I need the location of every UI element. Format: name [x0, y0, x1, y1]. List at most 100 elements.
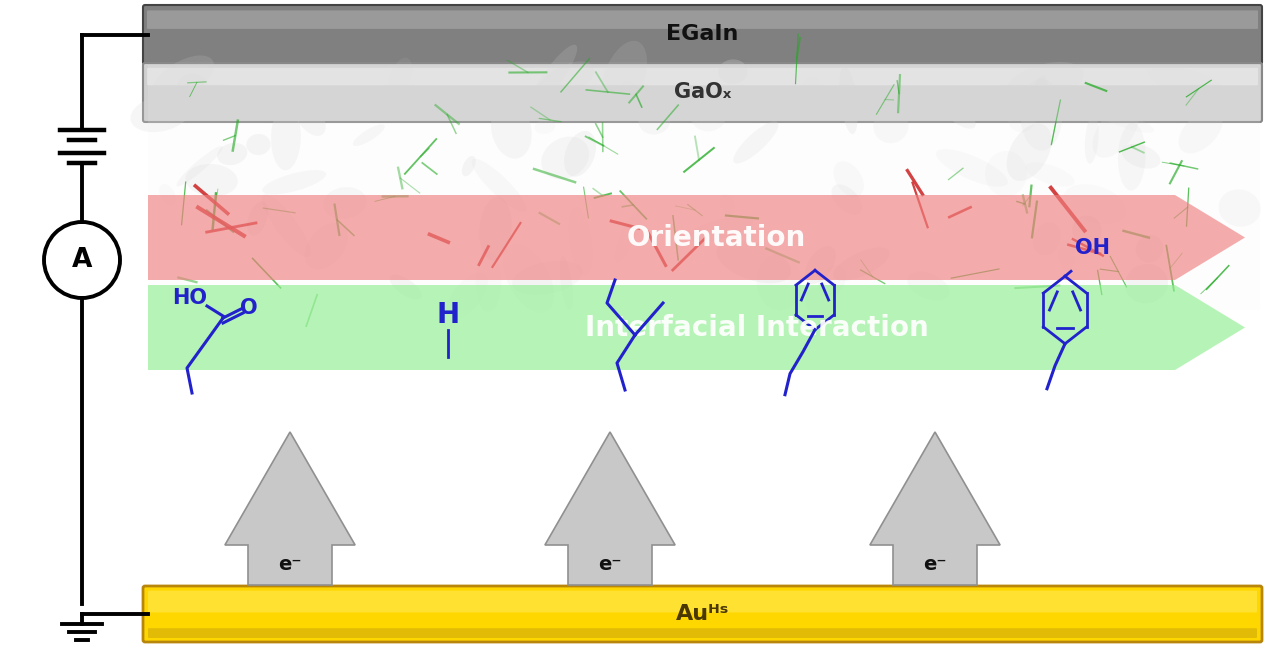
- Ellipse shape: [535, 120, 556, 134]
- Ellipse shape: [159, 184, 175, 206]
- Ellipse shape: [462, 156, 476, 176]
- Text: HO: HO: [173, 288, 207, 308]
- Text: OH: OH: [1075, 239, 1111, 258]
- Ellipse shape: [262, 194, 311, 257]
- Ellipse shape: [936, 149, 1007, 187]
- Ellipse shape: [1179, 110, 1222, 153]
- Text: A: A: [72, 247, 92, 273]
- Ellipse shape: [323, 187, 366, 219]
- Ellipse shape: [800, 77, 819, 100]
- Ellipse shape: [1032, 75, 1047, 114]
- Polygon shape: [545, 432, 675, 585]
- Ellipse shape: [1093, 104, 1139, 158]
- Text: H: H: [436, 301, 460, 329]
- Ellipse shape: [568, 207, 593, 276]
- Ellipse shape: [388, 58, 412, 99]
- Ellipse shape: [177, 73, 209, 109]
- Ellipse shape: [733, 122, 778, 164]
- Ellipse shape: [503, 244, 554, 313]
- Ellipse shape: [271, 105, 301, 170]
- Ellipse shape: [476, 252, 502, 313]
- Ellipse shape: [639, 107, 671, 135]
- Ellipse shape: [1117, 123, 1146, 190]
- Ellipse shape: [1073, 216, 1102, 246]
- Ellipse shape: [293, 97, 325, 136]
- Polygon shape: [225, 432, 355, 585]
- Ellipse shape: [717, 240, 791, 283]
- Ellipse shape: [1135, 235, 1164, 263]
- Ellipse shape: [719, 194, 735, 214]
- Ellipse shape: [945, 104, 975, 129]
- Ellipse shape: [191, 84, 247, 119]
- Text: e⁻: e⁻: [598, 556, 622, 575]
- Ellipse shape: [1025, 162, 1075, 187]
- Text: EGaIn: EGaIn: [667, 25, 739, 44]
- Ellipse shape: [1148, 67, 1221, 95]
- FancyBboxPatch shape: [143, 586, 1262, 642]
- FancyBboxPatch shape: [143, 5, 1262, 64]
- Text: Orientation: Orientation: [627, 224, 806, 252]
- Ellipse shape: [756, 254, 801, 311]
- Ellipse shape: [353, 124, 385, 146]
- Ellipse shape: [1219, 189, 1261, 227]
- Ellipse shape: [1020, 79, 1062, 151]
- Ellipse shape: [541, 136, 589, 179]
- Ellipse shape: [840, 66, 858, 134]
- FancyBboxPatch shape: [148, 591, 1257, 612]
- Text: Auᴴˢ: Auᴴˢ: [676, 604, 730, 624]
- Ellipse shape: [1059, 240, 1075, 270]
- FancyBboxPatch shape: [148, 628, 1257, 638]
- Ellipse shape: [873, 109, 909, 143]
- Ellipse shape: [1009, 107, 1036, 132]
- Text: O: O: [241, 298, 257, 318]
- Text: e⁻: e⁻: [923, 556, 947, 575]
- Ellipse shape: [1121, 144, 1161, 168]
- Ellipse shape: [622, 81, 654, 111]
- Ellipse shape: [305, 223, 348, 270]
- Ellipse shape: [1098, 111, 1155, 133]
- Ellipse shape: [718, 59, 748, 84]
- Ellipse shape: [389, 274, 421, 299]
- Ellipse shape: [1192, 86, 1224, 99]
- FancyBboxPatch shape: [147, 10, 1258, 29]
- Ellipse shape: [151, 55, 214, 102]
- Ellipse shape: [559, 256, 573, 310]
- Ellipse shape: [1039, 90, 1062, 115]
- Ellipse shape: [247, 202, 268, 236]
- Ellipse shape: [1125, 264, 1167, 304]
- Ellipse shape: [1006, 62, 1084, 103]
- Ellipse shape: [689, 90, 728, 131]
- Ellipse shape: [1064, 184, 1126, 224]
- Ellipse shape: [479, 197, 512, 261]
- Ellipse shape: [262, 170, 326, 194]
- Polygon shape: [148, 285, 1245, 370]
- Ellipse shape: [246, 134, 270, 155]
- Ellipse shape: [986, 151, 1027, 196]
- Ellipse shape: [687, 216, 753, 242]
- Text: e⁻: e⁻: [278, 556, 302, 575]
- Polygon shape: [148, 195, 1245, 280]
- Ellipse shape: [833, 161, 864, 197]
- Text: Interfacial Interaction: Interfacial Interaction: [585, 313, 928, 341]
- Ellipse shape: [1084, 116, 1098, 164]
- FancyBboxPatch shape: [147, 68, 1258, 85]
- Ellipse shape: [818, 265, 846, 297]
- Ellipse shape: [131, 95, 192, 132]
- Ellipse shape: [471, 159, 527, 212]
- FancyBboxPatch shape: [148, 65, 1260, 310]
- Ellipse shape: [536, 61, 594, 102]
- Ellipse shape: [564, 131, 596, 177]
- Ellipse shape: [1007, 124, 1052, 181]
- Ellipse shape: [908, 272, 950, 300]
- Ellipse shape: [832, 185, 863, 215]
- FancyBboxPatch shape: [143, 63, 1262, 122]
- Ellipse shape: [833, 247, 890, 281]
- Ellipse shape: [805, 246, 836, 284]
- Ellipse shape: [492, 101, 531, 159]
- Ellipse shape: [186, 164, 238, 196]
- Ellipse shape: [805, 287, 833, 318]
- Ellipse shape: [445, 273, 488, 320]
- Ellipse shape: [218, 143, 247, 165]
- Ellipse shape: [1033, 222, 1061, 255]
- Ellipse shape: [529, 45, 577, 109]
